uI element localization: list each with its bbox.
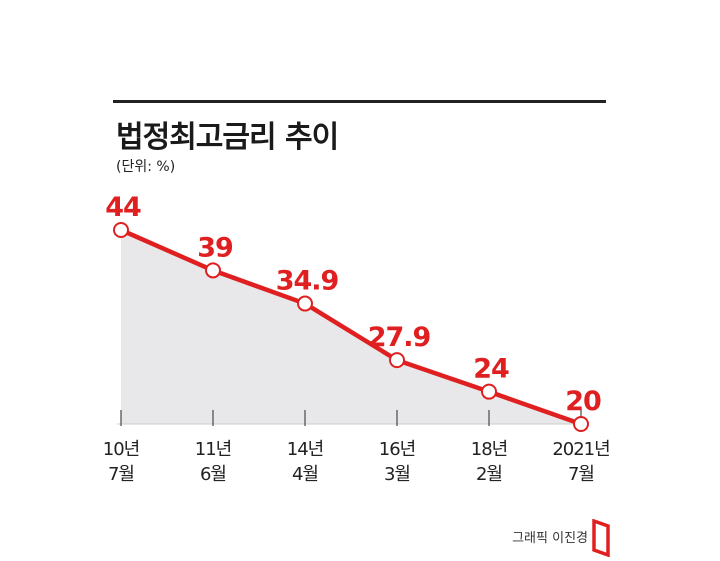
x-tick-label-line: 7월 bbox=[568, 464, 594, 485]
data-point bbox=[389, 352, 405, 369]
data-label: 20 bbox=[565, 386, 601, 417]
data-label: 27.9 bbox=[368, 322, 431, 353]
unit-label: (단위: %) bbox=[116, 159, 176, 175]
x-tick-label-line: 6월 bbox=[200, 464, 226, 485]
publisher-logo-icon bbox=[592, 519, 610, 557]
area-fill bbox=[121, 230, 581, 424]
data-point bbox=[573, 416, 589, 432]
x-tick-label: 16년 3월 bbox=[379, 439, 415, 485]
x-tick-label: 2021년 7월 bbox=[552, 439, 609, 485]
x-tick-label: 18년 2월 bbox=[471, 439, 507, 485]
x-tick-label-line: 2월 bbox=[476, 464, 502, 485]
x-tick-label-line: 3월 bbox=[384, 464, 410, 485]
x-tick-label: 14년 4월 bbox=[287, 439, 323, 485]
chart-title: 법정최고금리 추이 bbox=[116, 120, 339, 155]
graphic-credit: 그래픽 이진경 bbox=[512, 531, 588, 546]
x-tick-label-line: 7월 bbox=[108, 464, 134, 485]
data-label: 34.9 bbox=[276, 266, 339, 297]
x-tick-label-line: 2021년 bbox=[552, 439, 609, 460]
x-tick-label-line: 11년 bbox=[195, 439, 231, 460]
data-label: 24 bbox=[473, 354, 509, 385]
data-point bbox=[297, 295, 313, 312]
x-tick-label-line: 4월 bbox=[292, 464, 318, 485]
data-point bbox=[205, 262, 221, 279]
x-tick-label-line: 18년 bbox=[471, 439, 507, 460]
x-tick-label: 10년 7월 bbox=[103, 439, 139, 485]
x-tick-label-line: 14년 bbox=[287, 439, 323, 460]
x-tick-label-line: 16년 bbox=[379, 439, 415, 460]
title-rule bbox=[113, 100, 606, 103]
series-line bbox=[118, 227, 584, 427]
data-label: 39 bbox=[197, 232, 233, 263]
data-point bbox=[481, 383, 497, 400]
data-point bbox=[113, 222, 129, 238]
data-label: 44 bbox=[105, 192, 141, 223]
x-tick-label-line: 10년 bbox=[103, 439, 139, 460]
x-tick-label: 11년 6월 bbox=[195, 439, 231, 485]
